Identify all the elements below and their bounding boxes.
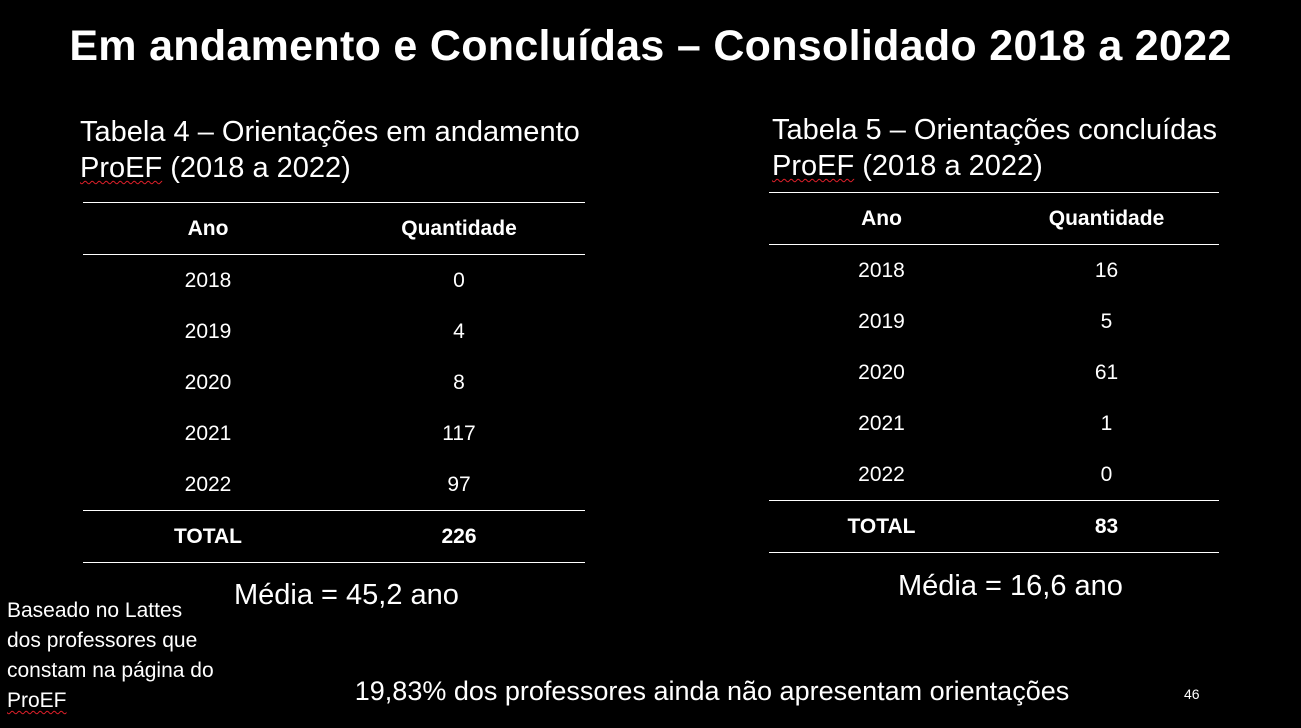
table5-caption-years: (2018 a 2022): [854, 150, 1043, 182]
table5-quantity-cell: 16: [1094, 258, 1119, 282]
table5-year-cell: 2022: [858, 462, 905, 486]
table4-year-cell: 2021: [184, 421, 232, 445]
table5-quantity-cell: 0: [1100, 462, 1113, 486]
source-note-program: ProEF: [7, 689, 67, 712]
slide-title: Em andamento e Concluídas – Consolidado …: [69, 22, 1232, 70]
table5-total-row: TOTAL 83: [769, 500, 1219, 553]
table-row: 2020 61: [769, 347, 1219, 398]
table4-header-year: Ano: [187, 216, 229, 240]
table-row: 2021 117: [83, 408, 585, 459]
table5-header-year: Ano: [861, 206, 902, 230]
table-row: 2021 1: [769, 398, 1219, 449]
table5-total-label: TOTAL: [847, 514, 916, 538]
table-row: 2019 4: [83, 306, 585, 357]
source-note: Baseado no Lattes dos professores que co…: [7, 596, 214, 716]
table-row: 2022 0: [769, 449, 1219, 501]
table5-year-cell: 2018: [858, 258, 905, 282]
table5-quantity-cell: 1: [1100, 411, 1113, 435]
table4-quantity-cell: 4: [453, 319, 465, 343]
table5-caption-program: ProEF: [772, 150, 855, 182]
table4-header-row: Ano Quantidade: [83, 202, 585, 255]
table4-mean: Média = 45,2 ano: [234, 579, 459, 611]
table4-year-cell: 2019: [184, 319, 232, 343]
table4: Ano Quantidade 2018 0 2019 4 2020 8 2021…: [83, 202, 585, 563]
table5-mean: Média = 16,6 ano: [898, 570, 1123, 602]
table4-year-cell: 2022: [184, 472, 232, 496]
table5-caption: Tabela 5 – Orientações concluídas ProEF …: [772, 112, 1217, 184]
table5-year-cell: 2019: [858, 309, 905, 333]
slide-number: 46: [1184, 686, 1200, 702]
table5-caption-line1: Tabela 5 – Orientações concluídas: [772, 114, 1217, 146]
table-row: 2020 8: [83, 357, 585, 408]
table4-caption-line2: ProEF (2018 a 2022): [80, 150, 580, 186]
table4-header-quantity: Quantidade: [401, 216, 517, 240]
table4-quantity-cell: 0: [453, 268, 465, 292]
table4-year-cell: 2018: [184, 268, 232, 292]
table4-caption-program: ProEF: [80, 152, 163, 184]
footer-note: 19,83% dos professores ainda não apresen…: [354, 676, 1070, 706]
table5-caption-line2: ProEF (2018 a 2022): [772, 148, 1217, 184]
source-note-line: ProEF: [7, 686, 214, 716]
table4-quantity-cell: 97: [447, 472, 471, 496]
table4-total-row: TOTAL 226: [83, 510, 585, 563]
table4-quantity-cell: 117: [442, 421, 476, 445]
table4-caption-line1: Tabela 4 – Orientações em andamento: [80, 116, 580, 148]
table5-header-quantity: Quantidade: [1048, 206, 1165, 230]
table5-total-value: 83: [1094, 514, 1119, 538]
source-note-line: Baseado no Lattes: [7, 599, 183, 622]
table-row: 2018 0: [83, 255, 585, 307]
table4-year-cell: 2020: [184, 370, 232, 394]
table-row: 2022 97: [83, 459, 585, 511]
table5: Ano Quantidade 2018 16 2019 5 2020 61 20…: [769, 192, 1219, 553]
table5-quantity-cell: 5: [1100, 309, 1113, 333]
table4-caption: Tabela 4 – Orientações em andamento ProE…: [80, 114, 580, 186]
table5-year-cell: 2020: [858, 360, 905, 384]
table5-year-cell: 2021: [858, 411, 905, 435]
table4-total-label: TOTAL: [173, 524, 243, 548]
table5-header-row: Ano Quantidade: [769, 192, 1219, 245]
table4-caption-years: (2018 a 2022): [162, 152, 351, 184]
source-note-line: constam na página do: [7, 659, 214, 682]
table-row: 2019 5: [769, 296, 1219, 347]
source-note-line: dos professores que: [7, 629, 198, 652]
table4-quantity-cell: 8: [453, 370, 465, 394]
table-row: 2018 16: [769, 245, 1219, 297]
table5-quantity-cell: 61: [1094, 360, 1119, 384]
table4-total-value: 226: [441, 524, 477, 548]
